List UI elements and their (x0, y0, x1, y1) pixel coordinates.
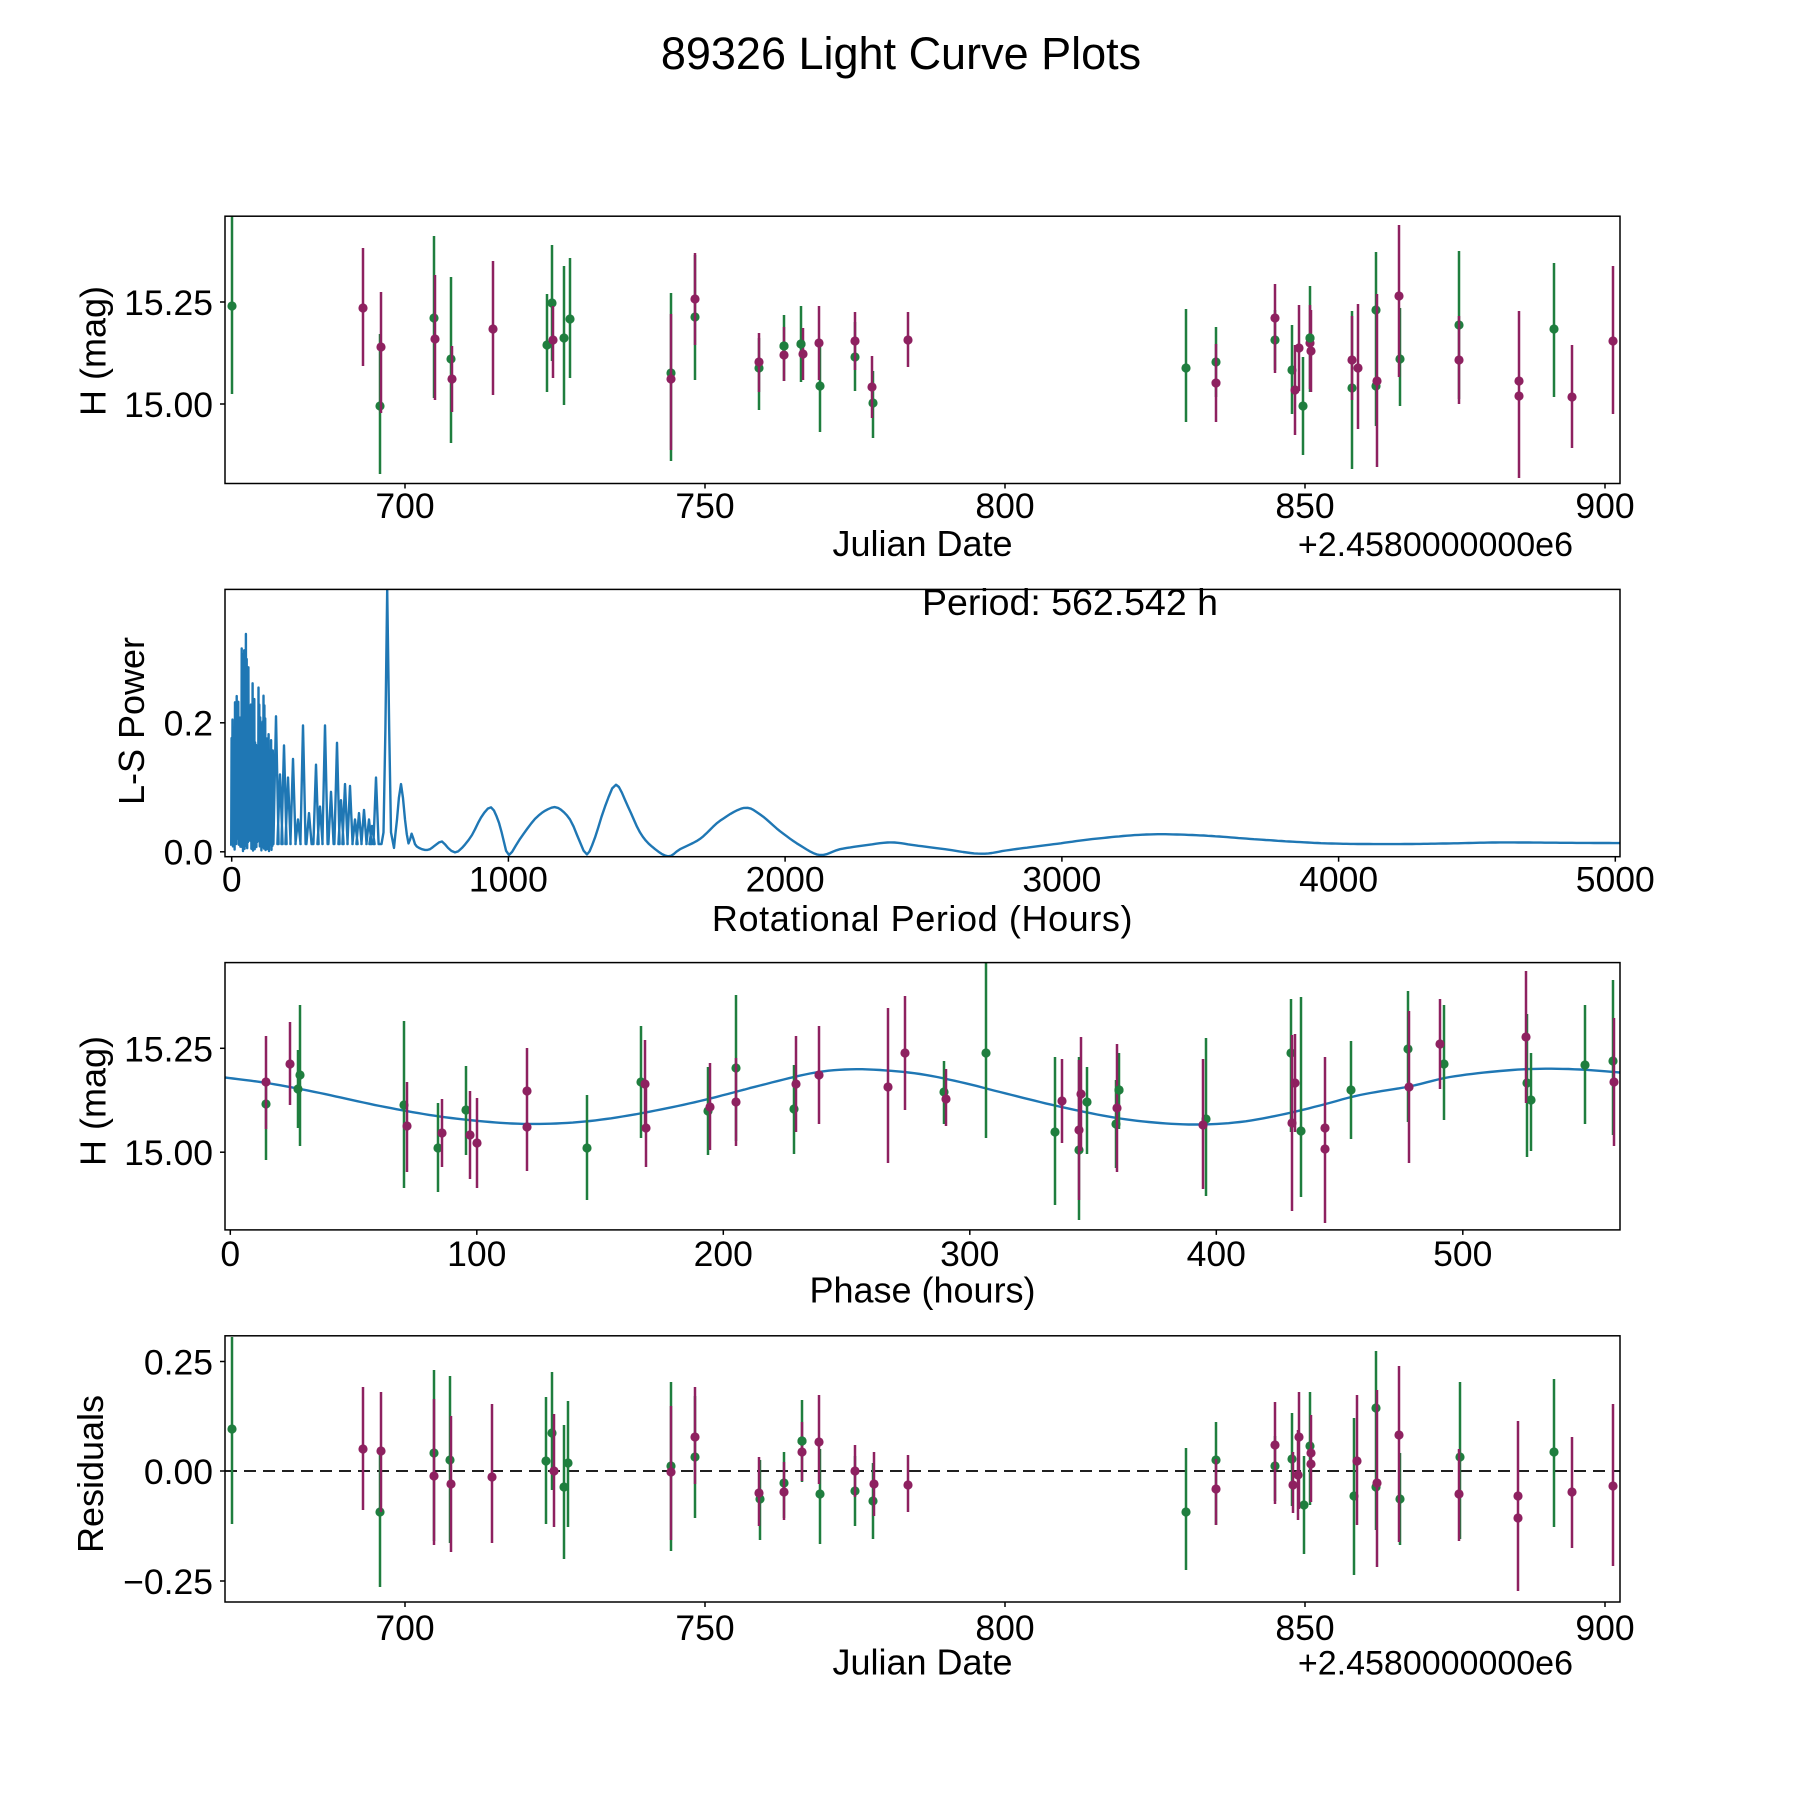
svg-text:Julian Date: Julian Date (832, 1642, 1012, 1683)
svg-text:0: 0 (220, 1234, 240, 1274)
svg-text:Rotational Period (Hours): Rotational Period (Hours) (712, 898, 1133, 939)
svg-text:5000: 5000 (1576, 860, 1655, 900)
svg-text:700: 700 (375, 1608, 434, 1648)
svg-text:15.00: 15.00 (124, 385, 213, 425)
svg-text:89326 Light Curve Plots: 89326 Light Curve Plots (661, 28, 1141, 79)
svg-text:500: 500 (1433, 1234, 1492, 1274)
svg-text:H (mag): H (mag) (73, 286, 114, 416)
svg-text:100: 100 (447, 1234, 506, 1274)
svg-text:Phase (hours): Phase (hours) (809, 1270, 1035, 1311)
svg-text:−0.25: −0.25 (123, 1562, 213, 1602)
svg-text:+2.4580000000e6: +2.4580000000e6 (1298, 526, 1573, 564)
svg-text:800: 800 (975, 486, 1034, 526)
svg-text:3000: 3000 (1022, 860, 1101, 900)
svg-text:900: 900 (1575, 1608, 1634, 1648)
svg-text:15.25: 15.25 (124, 283, 213, 323)
svg-text:0: 0 (222, 860, 242, 900)
svg-text:2000: 2000 (746, 860, 825, 900)
svg-text:900: 900 (1575, 486, 1634, 526)
svg-text:H (mag): H (mag) (73, 1036, 114, 1166)
svg-text:Residuals: Residuals (70, 1395, 111, 1553)
svg-text:15.00: 15.00 (124, 1133, 213, 1173)
svg-text:850: 850 (1275, 486, 1334, 526)
svg-text:750: 750 (675, 486, 734, 526)
svg-text:Period: 562.542 h: Period: 562.542 h (922, 581, 1218, 623)
svg-text:0.2: 0.2 (164, 704, 213, 744)
svg-text:750: 750 (675, 1608, 734, 1648)
svg-text:1000: 1000 (469, 860, 548, 900)
svg-text:850: 850 (1275, 1608, 1334, 1648)
svg-text:800: 800 (975, 1608, 1034, 1648)
svg-text:15.25: 15.25 (124, 1029, 213, 1069)
svg-text:L-S Power: L-S Power (111, 637, 152, 805)
svg-text:0.0: 0.0 (164, 833, 213, 873)
svg-text:300: 300 (940, 1234, 999, 1274)
svg-text:+2.4580000000e6: +2.4580000000e6 (1298, 1645, 1573, 1683)
svg-text:0.00: 0.00 (144, 1452, 213, 1492)
svg-text:200: 200 (694, 1234, 753, 1274)
svg-text:4000: 4000 (1299, 860, 1378, 900)
svg-text:400: 400 (1187, 1234, 1246, 1274)
svg-text:Julian Date: Julian Date (832, 523, 1012, 564)
svg-text:0.25: 0.25 (144, 1343, 213, 1383)
svg-text:700: 700 (375, 486, 434, 526)
